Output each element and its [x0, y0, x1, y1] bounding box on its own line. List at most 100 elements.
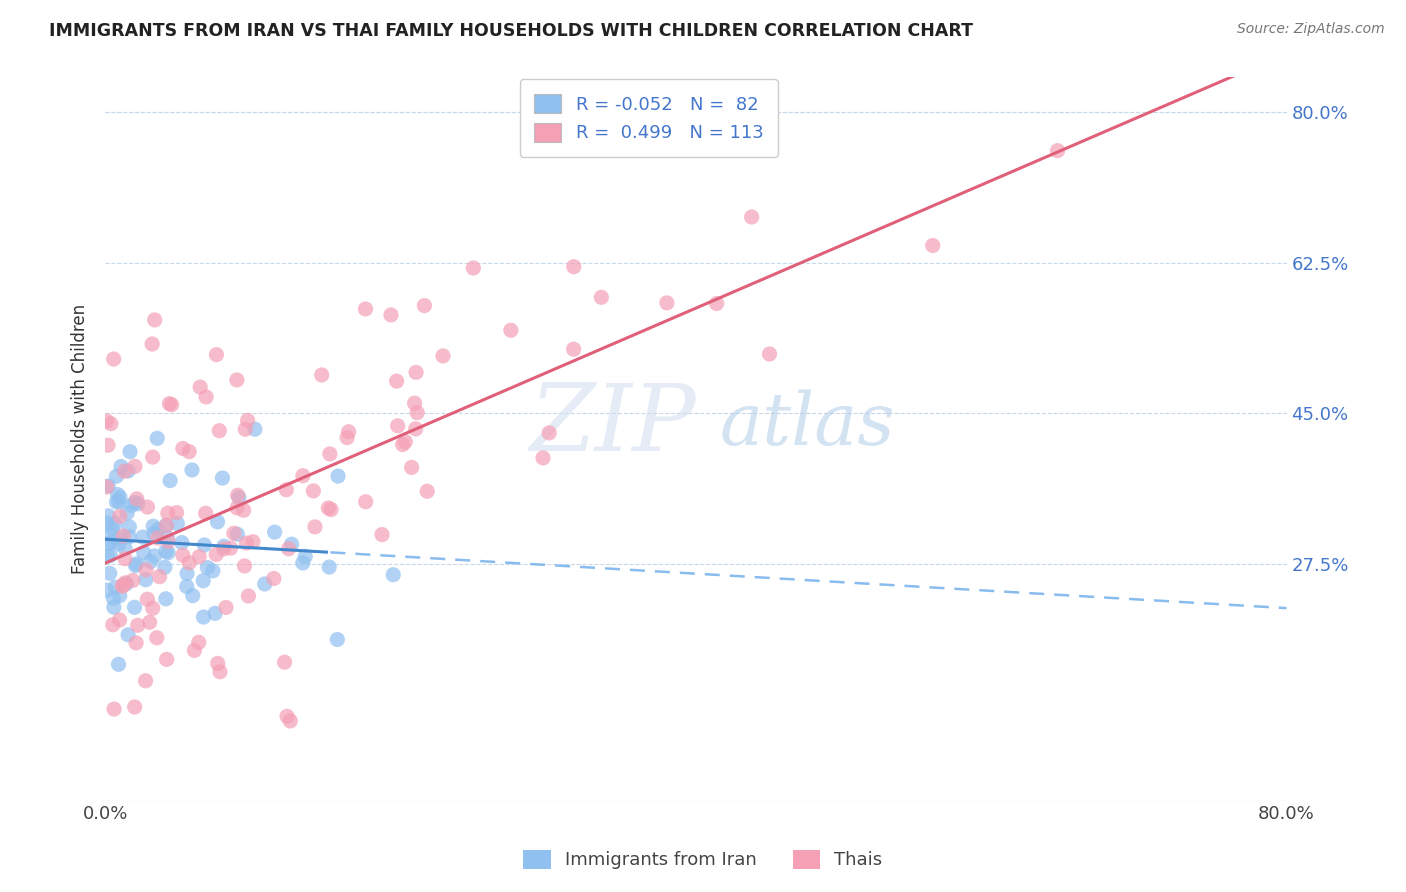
Point: [104, 516, 127, 531]
Point: [127, 618, 149, 632]
Point: [205, 548, 228, 562]
Point: [96, 583, 118, 598]
Text: ZIP: ZIP: [529, 380, 696, 469]
Text: IMMIGRANTS FROM IRAN VS THAI FAMILY HOUSEHOLDS WITH CHILDREN CORRELATION CHART: IMMIGRANTS FROM IRAN VS THAI FAMILY HOUS…: [49, 22, 973, 40]
Point: [166, 516, 188, 531]
Point: [226, 500, 249, 515]
Point: [155, 518, 177, 533]
Point: [562, 342, 585, 356]
Point: [219, 541, 242, 556]
Point: [188, 380, 211, 394]
Point: [226, 373, 249, 387]
Point: [139, 555, 162, 569]
Point: [142, 450, 165, 464]
Point: [117, 464, 139, 478]
Point: [318, 501, 340, 516]
Y-axis label: Family Households with Children: Family Households with Children: [72, 304, 89, 574]
Point: [263, 525, 285, 540]
Point: [401, 460, 423, 475]
Point: [124, 700, 146, 714]
Point: [291, 556, 314, 570]
Legend: Immigrants from Iran, Thais: Immigrants from Iran, Thais: [515, 841, 891, 879]
Point: [212, 539, 235, 553]
Point: [226, 488, 249, 502]
Point: [416, 484, 439, 499]
Point: [193, 538, 215, 552]
Point: [166, 506, 188, 520]
Point: [100, 417, 122, 431]
Point: [97, 438, 120, 452]
Point: [98, 528, 121, 542]
Point: [156, 531, 179, 545]
Point: [337, 425, 360, 439]
Point: [124, 558, 146, 573]
Point: [108, 530, 131, 544]
Point: [153, 560, 176, 574]
Point: [197, 560, 219, 574]
Point: [146, 631, 169, 645]
Point: [105, 495, 128, 509]
Point: [115, 576, 138, 591]
Point: [194, 506, 217, 520]
Point: [172, 442, 194, 456]
Point: [125, 491, 148, 506]
Point: [233, 422, 256, 436]
Point: [179, 556, 201, 570]
Point: [96, 480, 118, 494]
Point: [538, 425, 561, 440]
Point: [591, 290, 613, 304]
Point: [159, 474, 181, 488]
Point: [155, 591, 177, 606]
Point: [103, 352, 125, 367]
Point: [132, 530, 155, 544]
Point: [121, 574, 143, 588]
Point: [135, 573, 157, 587]
Point: [124, 459, 146, 474]
Point: [124, 495, 146, 509]
Text: Source: ZipAtlas.com: Source: ZipAtlas.com: [1237, 22, 1385, 37]
Point: [156, 506, 179, 520]
Point: [387, 418, 409, 433]
Point: [170, 535, 193, 549]
Point: [107, 657, 129, 672]
Point: [404, 396, 426, 410]
Point: [319, 447, 342, 461]
Point: [921, 238, 943, 252]
Point: [222, 526, 245, 541]
Point: [183, 643, 205, 657]
Point: [146, 531, 169, 545]
Point: [354, 495, 377, 509]
Point: [280, 537, 302, 551]
Point: [233, 558, 256, 573]
Point: [98, 549, 121, 563]
Point: [101, 617, 124, 632]
Point: [146, 523, 169, 537]
Point: [394, 434, 416, 449]
Point: [142, 519, 165, 533]
Point: [97, 479, 120, 493]
Point: [318, 560, 340, 574]
Point: [207, 657, 229, 671]
Point: [758, 347, 780, 361]
Point: [156, 652, 179, 666]
Point: [103, 600, 125, 615]
Legend: R = -0.052   N =  82, R =  0.499   N = 113: R = -0.052 N = 82, R = 0.499 N = 113: [520, 79, 778, 157]
Point: [463, 260, 485, 275]
Point: [391, 437, 413, 451]
Point: [96, 516, 118, 530]
Point: [100, 534, 122, 549]
Point: [108, 509, 131, 524]
Point: [98, 566, 121, 581]
Point: [111, 579, 134, 593]
Point: [120, 499, 142, 513]
Point: [236, 413, 259, 427]
Point: [157, 397, 180, 411]
Point: [157, 546, 180, 560]
Point: [132, 545, 155, 559]
Point: [741, 210, 763, 224]
Point: [135, 673, 157, 688]
Point: [201, 564, 224, 578]
Point: [385, 374, 408, 388]
Point: [276, 483, 298, 497]
Point: [138, 615, 160, 630]
